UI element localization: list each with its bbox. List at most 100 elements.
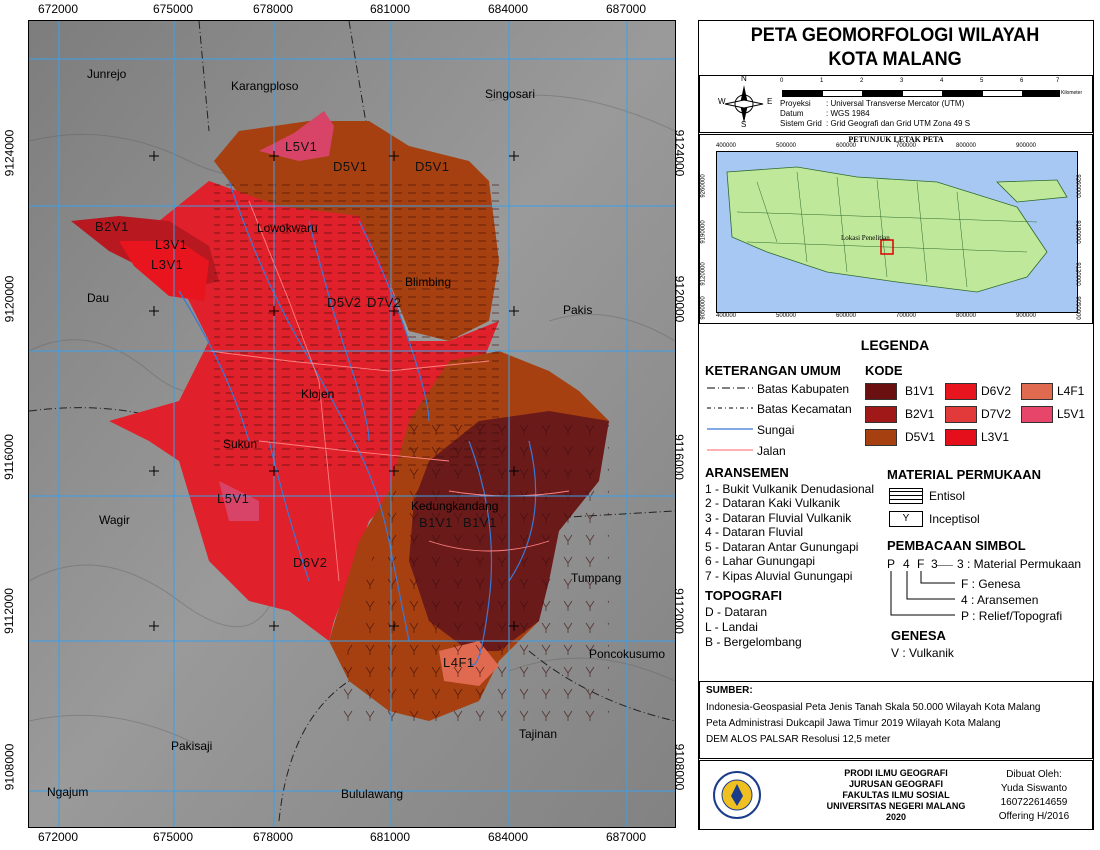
institution-line: UNIVERSITAS NEGERI MALANG	[826, 801, 966, 811]
sumber-item: DEM ALOS PALSAR Resolusi 12,5 meter	[706, 734, 891, 745]
region-label: Dau	[87, 291, 110, 305]
grid-crosses	[149, 151, 519, 631]
datum-value: : WGS 1984	[826, 109, 870, 118]
pembacaan-item: 4 : Aransemen	[961, 593, 1039, 607]
scale-tick: 5	[980, 78, 984, 84]
inset-x-tick: 800000	[956, 143, 977, 149]
scale-bar	[782, 90, 1060, 97]
aransemen-item: 6 - Lahar Gunungapi	[705, 554, 816, 568]
inset-location-label: Lokasi Penelitian	[841, 234, 890, 242]
kode-label: D6V2	[981, 384, 1012, 398]
district-label: Lowokwaru	[257, 221, 318, 235]
legend-pembacaan-heading: PEMBACAAN SIMBOL	[887, 538, 1026, 553]
inset-madura-island	[996, 179, 1068, 203]
kode-label: L3V1	[981, 430, 1010, 444]
legend-umum-item: Batas Kabupaten	[757, 382, 850, 396]
title-box: PETA GEOMORFOLOGI WILAYAH KOTA MALANG	[699, 21, 1091, 73]
swatch-l3v1	[945, 429, 977, 446]
aransemen-item: 5 - Dataran Antar Gunungapi	[705, 540, 859, 554]
entisol-pattern	[214, 181, 499, 471]
region-label: Ngajum	[47, 785, 89, 799]
y-tick-label: 9124000	[2, 129, 17, 177]
swatch-d7v2	[945, 406, 977, 423]
region-label: Tumpang	[571, 571, 622, 585]
map-canvas[interactable]	[29, 21, 675, 827]
inset-regency-lines	[736, 171, 1038, 288]
unit-code: L3V1	[151, 257, 184, 272]
swatch-d6v2	[945, 383, 977, 400]
sumber-heading: SUMBER:	[706, 685, 753, 696]
region-label: Poncokusumo	[589, 647, 666, 661]
kode-label: D5V1	[905, 430, 936, 444]
inset-y-tick: 9190000	[1074, 220, 1081, 244]
unit-code: D6V2	[293, 555, 328, 570]
aransemen-item: 7 - Kipas Aluvial Gunungapi	[705, 569, 853, 583]
author-line: Yuda Siswanto	[1000, 783, 1068, 794]
unit-code: L4F1	[443, 655, 475, 670]
legend-topografi-heading: TOPOGRAFI	[705, 588, 783, 603]
aransemen-item: 2 - Dataran Kaki Vulkanik	[705, 496, 840, 510]
region-label: Karangploso	[231, 79, 299, 93]
institution-line: FAKULTAS ILMU SOSIAL	[842, 790, 950, 800]
x-tick-label: 672000	[37, 830, 79, 844]
legend-panel: PETA GEOMORFOLOGI WILAYAH KOTA MALANG N …	[698, 20, 1094, 830]
inset-map[interactable]: Lokasi Penelitian	[716, 151, 1078, 313]
inset-x-tick: 700000	[896, 313, 917, 319]
x-tick-label: 675000	[152, 830, 194, 844]
region-label: Junrejo	[87, 67, 127, 81]
topografi-item: D - Dataran	[705, 605, 768, 619]
region-label: Bululawang	[341, 787, 404, 801]
inceptisol-swatch: Y	[889, 511, 923, 527]
pembacaan-item: P : Relief/Topografi	[961, 609, 1063, 623]
material-item: Entisol	[929, 489, 966, 503]
topografi-item: L - Landai	[705, 620, 758, 634]
sumber-item: Indonesia-Geospasial Peta Jenis Tanah Sk…	[706, 702, 1041, 713]
utm-grid	[29, 21, 675, 827]
inset-x-tick: 400000	[716, 143, 737, 149]
scale-unit: Kilometer	[1061, 90, 1083, 96]
institution-line: JURUSAN GEOGRAFI	[848, 779, 943, 789]
x-tick-label: 678000	[252, 2, 294, 16]
legend-umum-item: Jalan	[757, 444, 786, 458]
aransemen-item: 3 - Dataran Fluvial Vulkanik	[705, 511, 852, 525]
legend-kode-heading: KODE	[865, 363, 903, 378]
y-tick-label: 9108000	[672, 743, 687, 791]
y-tick-label: 9112000	[671, 588, 686, 634]
kode-label: L5V1	[1057, 407, 1086, 421]
inset-x-tick: 400000	[716, 313, 737, 319]
swatch-l5v1	[1021, 406, 1053, 423]
inset-y-tick: 9260000	[700, 174, 707, 198]
inset-map-box: PETUNJUK LETAK PETA Lokasi Penelitian 40…	[699, 134, 1093, 324]
region-label: Pakisaji	[171, 739, 213, 753]
legend-genesa-heading: GENESA	[891, 628, 946, 643]
proyeksi-label: Proyeksi	[780, 99, 811, 108]
author-line: Offering H/2016	[998, 811, 1070, 822]
unit-code: L5V1	[285, 139, 318, 154]
institution-block: PRODI ILMU GEOGRAFI JURUSAN GEOGRAFI FAK…	[796, 768, 996, 823]
scale-tick: 6	[1020, 78, 1024, 84]
compass-n-label: N	[741, 74, 747, 83]
unit-l5v1-south	[219, 481, 259, 521]
x-tick-label: 681000	[369, 2, 411, 16]
compass-icon	[724, 85, 764, 123]
region-label: Tajinan	[519, 727, 558, 741]
symbol-char: P	[887, 557, 896, 571]
grid-label: Sistem Grid	[780, 119, 822, 128]
y-tick-label: 9124000	[672, 129, 687, 177]
symbol-char: 3	[931, 557, 938, 571]
compass-e-label: E	[767, 97, 773, 106]
inset-x-tick: 500000	[776, 313, 797, 319]
inset-title: PETUNJUK LETAK PETA	[848, 135, 944, 144]
unit-l5v1-north	[259, 111, 334, 161]
x-tick-label: 687000	[605, 2, 647, 16]
compass-s-label: S	[741, 120, 747, 129]
pembacaan-item: 3 : Material Permukaan	[957, 557, 1082, 571]
pembacaan-item: F : Genesa	[961, 577, 1021, 591]
institution-line: PRODI ILMU GEOGRAFI	[844, 768, 948, 778]
x-tick-label: 675000	[152, 2, 194, 16]
y-tick-label: 9112000	[1, 588, 16, 634]
inset-location-box	[880, 239, 894, 255]
inset-y-tick: 9260000	[1074, 174, 1081, 198]
map-frame[interactable]: Junrejo Karangploso Singosari Dau Pakis …	[28, 20, 676, 828]
datum-label: Datum	[780, 109, 804, 118]
